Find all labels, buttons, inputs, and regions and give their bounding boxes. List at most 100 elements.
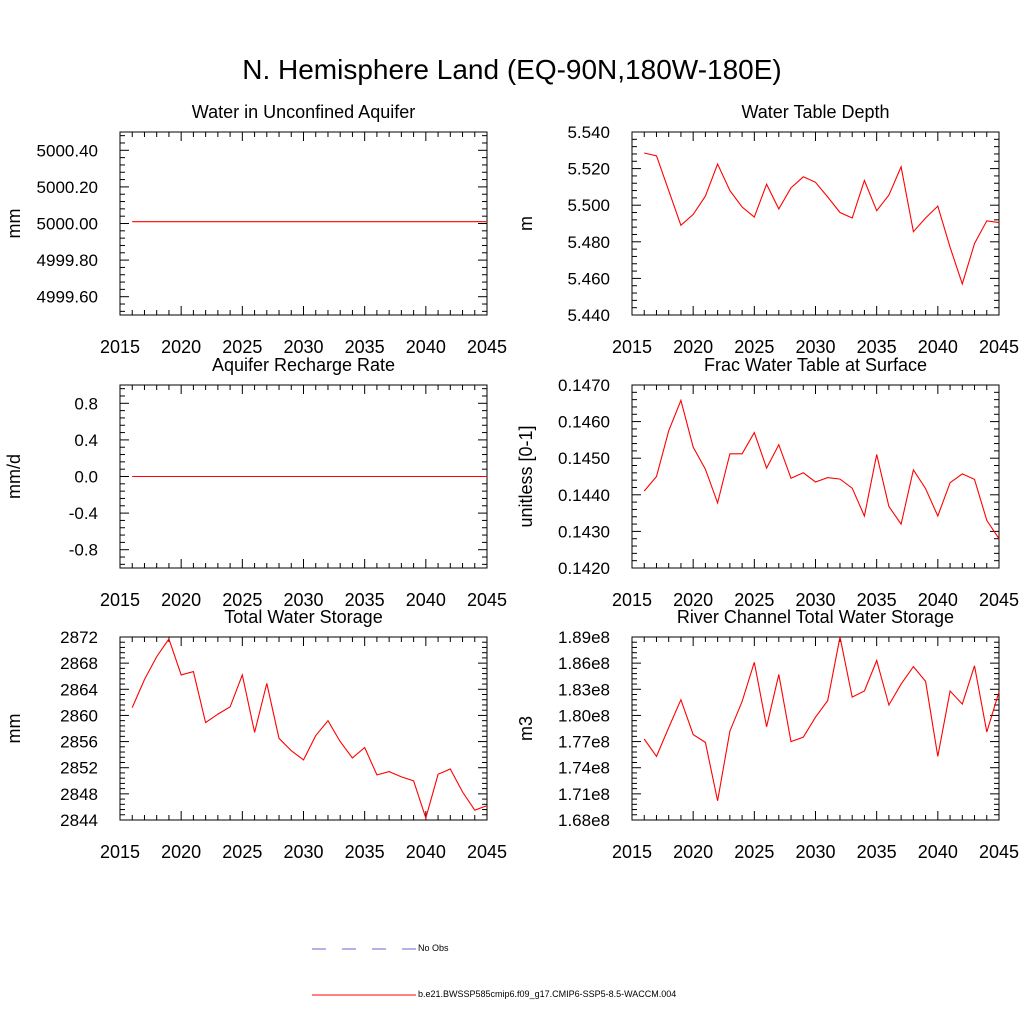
x-tick-label: 2030: [795, 590, 835, 610]
x-tick-label: 2025: [222, 590, 262, 610]
y-axis-label: m: [516, 216, 536, 231]
y-tick-label: 4999.60: [37, 288, 98, 307]
y-tick-label: -0.4: [69, 504, 98, 523]
y-tick-label: 5000.00: [37, 215, 98, 234]
legend-obs-swatch: [312, 948, 416, 950]
x-tick-label: 2020: [161, 337, 201, 357]
x-tick-label: 2035: [857, 590, 897, 610]
panel-4: Frac Water Table at Surface unitless [0-1…: [516, 355, 1019, 610]
x-tick-label: 2030: [795, 337, 835, 357]
x-tick-label: 2020: [673, 590, 713, 610]
y-tick-label: 5000.40: [37, 141, 98, 160]
panel-1: Water in Unconfined Aquifer mm 2015 2020 202…: [4, 102, 507, 357]
y-tick-label: -0.8: [69, 541, 98, 560]
plot-frame: [119, 131, 488, 316]
y-tick-label: 0.0: [74, 468, 98, 487]
series-line: [644, 152, 1000, 286]
x-tick-label: 2040: [918, 337, 958, 357]
x-tick-label: 2030: [283, 590, 323, 610]
plot-frame: [631, 636, 1000, 821]
x-tick-label: 2025: [734, 590, 774, 610]
x-tick-label: 2045: [979, 842, 1019, 862]
y-tick-label: 5.480: [567, 233, 610, 252]
x-tick-label: 2045: [467, 337, 507, 357]
y-axis-label: mm/d: [4, 454, 24, 499]
y-tick-label: 4999.80: [37, 251, 98, 270]
y-tick-label: 1.74e8: [558, 759, 610, 778]
y-axis-label: m3: [516, 716, 536, 741]
x-tick-label: 2025: [222, 842, 262, 862]
y-tick-label: 2852: [60, 759, 98, 778]
panel-title: Frac Water Table at Surface: [704, 355, 927, 375]
x-tick-label: 2045: [979, 337, 1019, 357]
x-tick-label: 2015: [612, 842, 652, 862]
panel-6: River Channel Total Water Storage m3 2015 2…: [516, 607, 1019, 862]
x-tick-label: 2045: [467, 590, 507, 610]
y-tick-label: 2860: [60, 706, 98, 725]
x-tick-label: 2015: [100, 337, 140, 357]
series-line: [643, 398, 1000, 540]
x-tick-label: 2015: [612, 337, 652, 357]
y-tick-label: 5.440: [567, 306, 610, 325]
x-tick-label: 2040: [406, 337, 446, 357]
y-tick-label: 0.8: [74, 394, 98, 413]
y-tick-label: 2856: [60, 733, 98, 752]
panel-title: River Channel Total Water Storage: [677, 607, 954, 627]
x-tick-label: 2040: [406, 842, 446, 862]
y-tick-label: 5.520: [567, 160, 610, 179]
panel-title: Water Table Depth: [741, 102, 889, 122]
panel-2: Water Table Depth m 2015 2020 2025 2030 2035 20…: [516, 102, 1019, 357]
x-tick-label: 2040: [918, 590, 958, 610]
y-tick-label: 0.1420: [558, 559, 610, 578]
x-tick-label: 2035: [857, 337, 897, 357]
y-tick-label: 0.4: [74, 431, 98, 450]
x-tick-label: 2020: [161, 842, 201, 862]
panel-title: Water in Unconfined Aquifer: [192, 102, 415, 122]
x-tick-label: 2035: [857, 842, 897, 862]
x-tick-label: 2045: [979, 590, 1019, 610]
x-tick-label: 2040: [918, 842, 958, 862]
y-tick-label: 1.83e8: [558, 680, 610, 699]
panel-title: Total Water Storage: [224, 607, 382, 627]
y-axis-label: unitless [0-1]: [516, 425, 536, 527]
y-tick-label: 2872: [60, 628, 98, 647]
y-tick-label: 1.71e8: [558, 785, 610, 804]
y-tick-label: 2864: [60, 680, 98, 699]
x-tick-label: 2025: [222, 337, 262, 357]
panel-5: Total Water Storage mm 2015 2020 2025 2030 203…: [4, 607, 507, 862]
y-tick-label: 5000.20: [37, 178, 98, 197]
y-tick-label: 1.80e8: [558, 706, 610, 725]
y-tick-label: 5.500: [567, 196, 610, 215]
x-tick-label: 2045: [467, 842, 507, 862]
x-tick-label: 2015: [612, 590, 652, 610]
y-tick-label: 0.1470: [558, 376, 610, 395]
x-tick-label: 2035: [345, 590, 385, 610]
y-tick-label: 1.89e8: [558, 628, 610, 647]
y-tick-label: 5.460: [567, 269, 610, 288]
x-tick-label: 2020: [673, 337, 713, 357]
x-tick-label: 2015: [100, 842, 140, 862]
y-tick-label: 0.1460: [558, 413, 610, 432]
y-tick-label: 5.540: [567, 123, 610, 142]
x-tick-label: 2035: [345, 842, 385, 862]
x-tick-label: 2020: [161, 590, 201, 610]
x-tick-label: 2035: [345, 337, 385, 357]
legend-model-swatch: [312, 994, 416, 996]
series-line: [131, 637, 488, 820]
x-tick-label: 2030: [283, 842, 323, 862]
plot-frame: [119, 636, 488, 821]
y-tick-label: 2868: [60, 654, 98, 673]
plot-frame: [631, 384, 1000, 569]
x-tick-label: 2025: [734, 337, 774, 357]
y-tick-label: 1.86e8: [558, 654, 610, 673]
legend-model-label: b.e21.BWSSP585cmip6.f09_g17.CMIP6-SSP5-8…: [418, 989, 677, 999]
legend-obs-label: No Obs: [418, 943, 449, 953]
y-tick-label: 0.1430: [558, 522, 610, 541]
figure-title: N. Hemisphere Land (EQ-90N,180W-180E): [242, 54, 782, 85]
panel-title: Aquifer Recharge Rate: [212, 355, 395, 375]
y-tick-label: 1.68e8: [558, 811, 610, 830]
panel-3: Aquifer Recharge Rate mm/d 2015 2020 2025 203…: [4, 355, 507, 610]
x-tick-label: 2025: [734, 842, 774, 862]
plot-frame: [631, 131, 1000, 316]
